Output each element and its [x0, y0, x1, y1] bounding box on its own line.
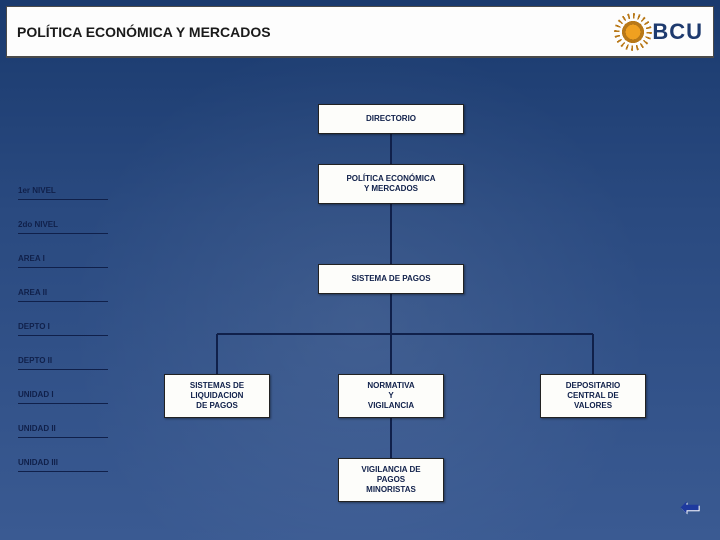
connector	[390, 418, 392, 458]
org-node: DEPOSITARIOCENTRAL DEVALORES	[540, 374, 646, 418]
sidebar-label: AREA II	[18, 282, 108, 302]
sidebar-label: 2do NIVEL	[18, 214, 108, 234]
org-node-label: POLÍTICA ECONÓMICAY MERCADOS	[346, 174, 435, 194]
org-node: DIRECTORIO	[318, 104, 464, 134]
sidebar-label: DEPTO II	[18, 350, 108, 370]
sidebar-label: UNIDAD II	[18, 418, 108, 438]
org-node-label: SISTEMAS DELIQUIDACIONDE PAGOS	[190, 381, 244, 411]
org-node-label: DIRECTORIO	[366, 114, 416, 124]
sidebar-label: UNIDAD I	[18, 384, 108, 404]
sidebar-label: AREA I	[18, 248, 108, 268]
connector	[390, 334, 392, 374]
sidebar-label: DEPTO I	[18, 316, 108, 336]
connector	[592, 334, 594, 374]
org-node-label: SISTEMA DE PAGOS	[351, 274, 430, 284]
back-arrow-icon[interactable]: ⬅	[680, 493, 700, 522]
connector	[390, 204, 392, 264]
org-node-label: VIGILANCIA DEPAGOSMINORISTAS	[361, 465, 420, 495]
header: POLÍTICA ECONÓMICA Y MERCADOS BCU	[6, 6, 714, 58]
sidebar-label: UNIDAD III	[18, 452, 108, 472]
org-node: NORMATIVAYVIGILANCIA	[338, 374, 444, 418]
org-node: SISTEMAS DELIQUIDACIONDE PAGOS	[164, 374, 270, 418]
sidebar-label: 1er NIVEL	[18, 180, 108, 200]
connector	[390, 134, 392, 164]
org-node: POLÍTICA ECONÓMICAY MERCADOS	[318, 164, 464, 204]
sun-icon	[620, 19, 646, 45]
connector	[390, 294, 392, 334]
org-node: VIGILANCIA DEPAGOSMINORISTAS	[338, 458, 444, 502]
connector	[217, 333, 593, 335]
org-node-label: DEPOSITARIOCENTRAL DEVALORES	[566, 381, 621, 411]
bcu-logo: BCU	[620, 19, 703, 45]
org-node-label: NORMATIVAYVIGILANCIA	[367, 381, 414, 411]
level-sidebar: 1er NIVEL 2do NIVEL AREA I AREA II DEPTO…	[18, 180, 108, 486]
connector	[216, 334, 218, 374]
org-node: SISTEMA DE PAGOS	[318, 264, 464, 294]
page-title: POLÍTICA ECONÓMICA Y MERCADOS	[17, 24, 271, 40]
logo-text: BCU	[652, 19, 703, 45]
